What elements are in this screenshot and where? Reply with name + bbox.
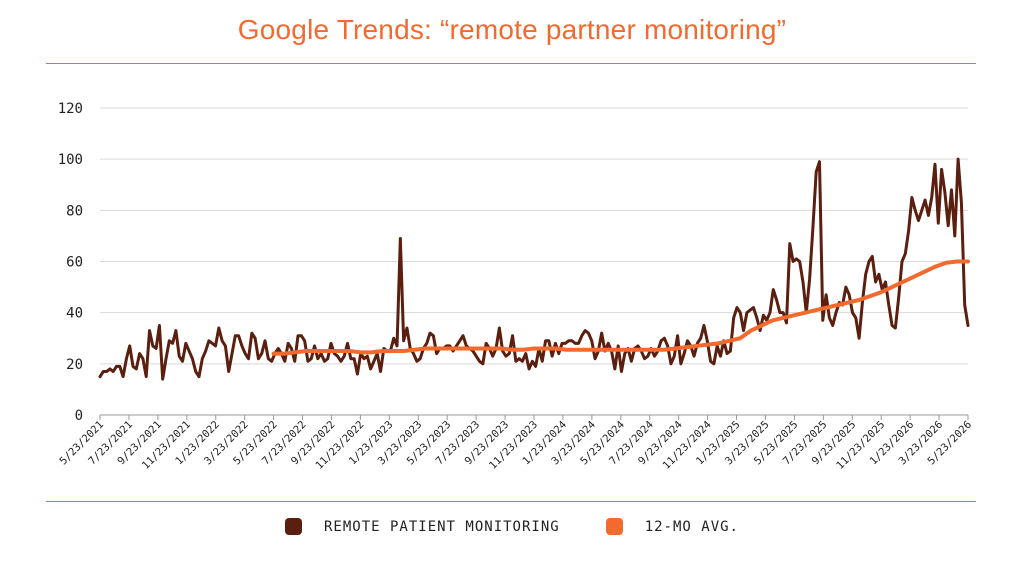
line-chart: 0 20 40 60 80 100 120 5/23/20217/23/20219/23/2… — [57, 101, 974, 472]
y-tick-label: 40 — [66, 306, 83, 322]
y-tick-label: 0 — [75, 408, 83, 424]
series-line-12-mo-avg — [271, 259, 970, 356]
legend-swatch-avg — [605, 518, 623, 535]
y-tick-label: 20 — [66, 357, 83, 373]
y-tick-label: 120 — [58, 101, 83, 117]
legend-item-avg: 12-MO AVG. — [605, 518, 739, 535]
chart-title: Google Trends: “remote partner monitorin… — [237, 14, 787, 45]
legend-swatch-main — [284, 518, 302, 535]
legend-label-avg: 12-MO AVG. — [644, 518, 739, 535]
y-tick-label: 100 — [58, 152, 83, 168]
gridlines — [100, 107, 968, 365]
legend-item-main: REMOTE PATIENT MONITORING — [284, 518, 560, 535]
series-line-remote-patient-monitoring — [98, 157, 970, 381]
y-axis-ticks: 0 20 40 60 80 100 120 — [58, 101, 83, 424]
title-divider — [46, 63, 976, 64]
x-axis-ticks: 5/23/20217/23/20219/23/202111/23/20211/2… — [57, 415, 974, 472]
y-tick-label: 60 — [66, 255, 83, 271]
y-tick-label: 80 — [66, 203, 83, 219]
series-lines — [98, 157, 970, 381]
footer-divider — [46, 501, 976, 502]
legend: REMOTE PATIENT MONITORING 12-MO AVG. — [0, 518, 1024, 535]
legend-label-main: REMOTE PATIENT MONITORING — [323, 518, 560, 535]
